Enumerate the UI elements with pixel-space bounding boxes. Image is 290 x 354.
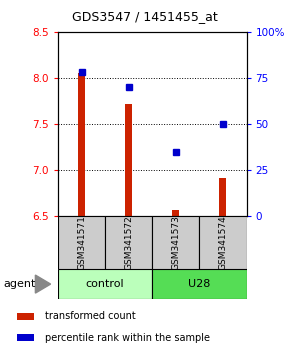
Text: percentile rank within the sample: percentile rank within the sample [45, 332, 210, 343]
Text: GSM341573: GSM341573 [171, 215, 180, 270]
Bar [58, 216, 105, 269]
Bar [125, 104, 132, 216]
Text: agent: agent [3, 279, 35, 289]
Polygon shape [35, 275, 50, 293]
Text: GSM341571: GSM341571 [77, 215, 86, 270]
Text: transformed count: transformed count [45, 312, 135, 321]
Bar [105, 216, 152, 269]
Bar [58, 269, 152, 299]
Bar [172, 210, 179, 216]
Text: GSM341572: GSM341572 [124, 215, 133, 270]
Bar [152, 269, 246, 299]
Text: GSM341574: GSM341574 [218, 215, 227, 270]
Bar [17, 313, 34, 320]
Bar [17, 334, 34, 341]
Bar [152, 216, 200, 269]
Text: control: control [86, 279, 124, 289]
Text: GDS3547 / 1451455_at: GDS3547 / 1451455_at [72, 10, 218, 23]
Bar [200, 216, 246, 269]
Bar [78, 73, 85, 216]
Text: U28: U28 [188, 279, 211, 289]
Bar [220, 178, 226, 216]
